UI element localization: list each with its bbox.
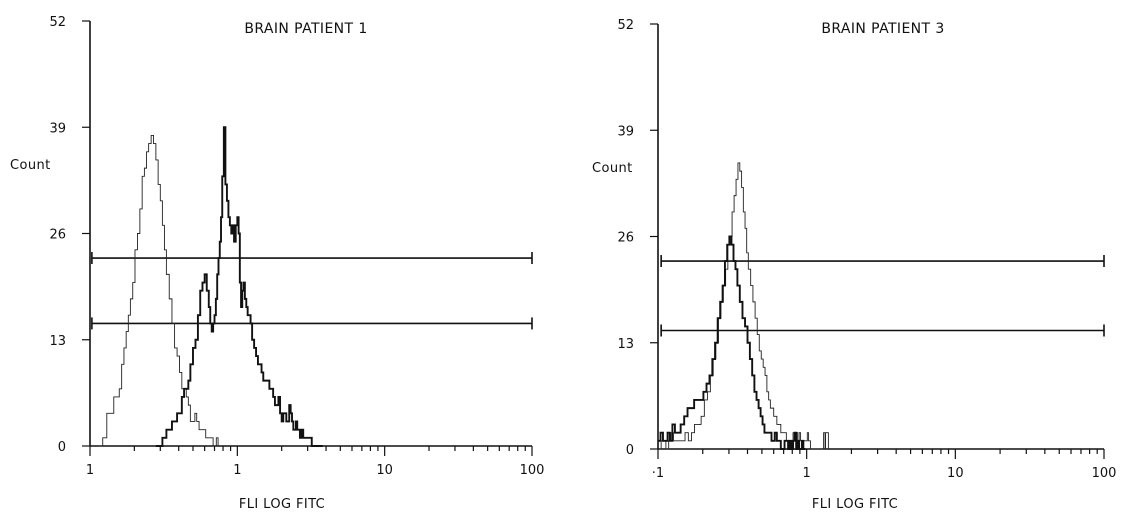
x-tick-label: ·1 <box>652 466 664 481</box>
histogram-panel-brain-patient-3: BRAIN PATIENT 3 Count FLI LOG FITC 0 13 26… <box>592 18 1116 512</box>
x-tick-label: 100 <box>520 463 545 478</box>
plot-area: 0 13 26 39 52 ·1 1 10 100 <box>617 18 1116 481</box>
y-axis-label: Count <box>592 161 633 176</box>
x-tick-label: 1 <box>803 466 811 481</box>
y-tick-label: 52 <box>617 18 634 33</box>
histogram-trace-thick <box>658 235 806 450</box>
y-tick-label: 13 <box>49 334 66 349</box>
y-tick-label: 13 <box>617 337 634 352</box>
y-tick-label: 26 <box>617 231 634 246</box>
y-tick-label: 0 <box>58 440 66 455</box>
x-axis-label: FLI LOG FITC <box>812 497 898 512</box>
histogram-trace-thin <box>98 134 219 447</box>
y-tick-label: 26 <box>49 228 66 243</box>
y-tick-label: 0 <box>626 443 634 458</box>
y-axis-label: Count <box>10 158 51 173</box>
x-tick-label: 10 <box>947 466 964 481</box>
histogram-panel-brain-patient-1: BRAIN PATIENT 1 Count FLI LOG FITC 0 13 26… <box>10 15 544 512</box>
y-tick-label: 39 <box>49 121 66 136</box>
chart-title: BRAIN PATIENT 1 <box>244 21 367 37</box>
histogram-trace-thin <box>659 162 829 450</box>
x-tick-label: 1 <box>86 463 94 478</box>
y-tick-label: 52 <box>49 15 66 30</box>
chart-title: BRAIN PATIENT 3 <box>821 21 944 37</box>
y-tick-label: 39 <box>617 124 634 139</box>
histogram-trace-thick <box>155 126 323 447</box>
x-axis-label: FLI LOG FITC <box>239 497 325 512</box>
x-tick-label: 10 <box>376 463 393 478</box>
x-tick-label: 1 <box>233 463 241 478</box>
x-tick-label: 100 <box>1092 466 1117 481</box>
plot-area: 0 13 26 39 52 1 1 10 100 <box>49 15 544 478</box>
